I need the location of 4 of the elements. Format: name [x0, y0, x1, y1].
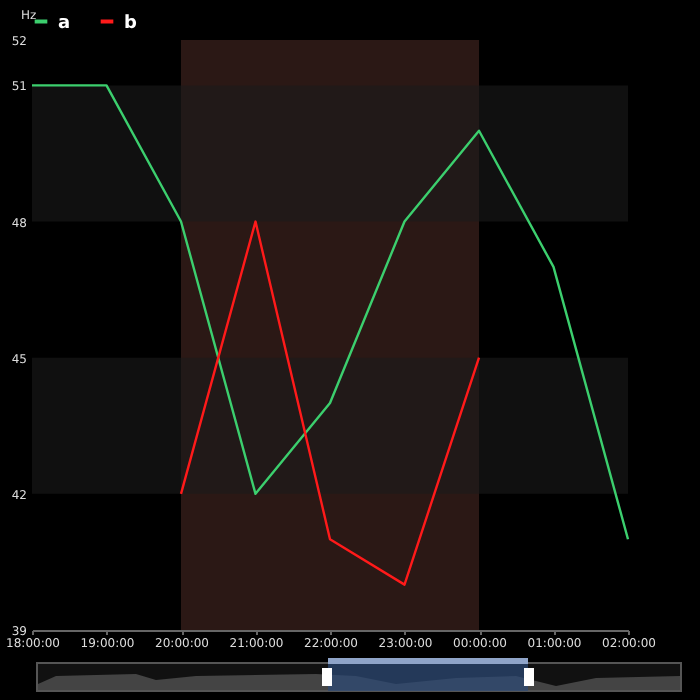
line-series	[30, 84, 630, 541]
line-series	[179, 220, 481, 586]
legend-label: b	[124, 13, 138, 34]
legend-label: a	[58, 13, 71, 34]
